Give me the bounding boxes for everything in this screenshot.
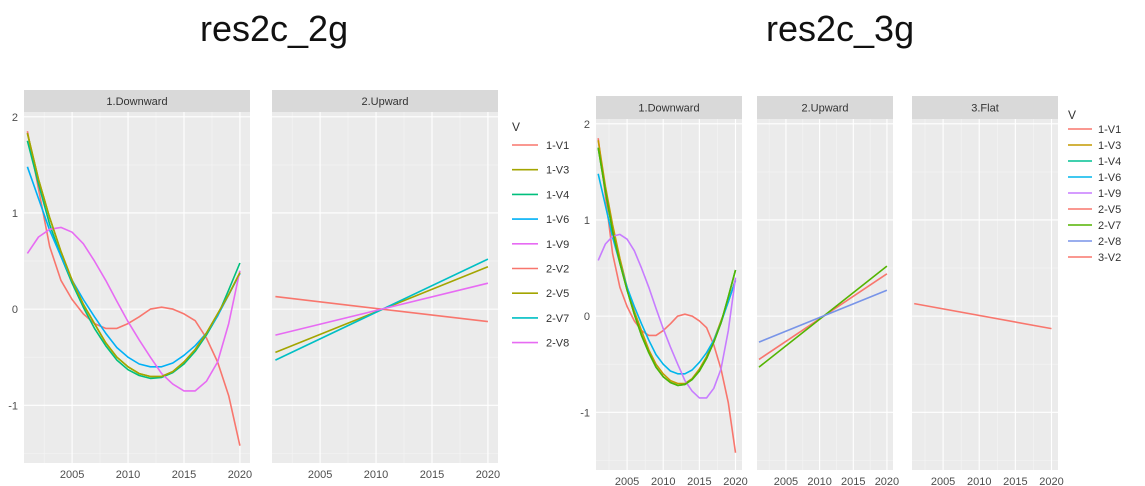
series-line-1-V9 xyxy=(26,226,241,392)
legend-label: 1-V1 xyxy=(1098,124,1121,136)
x-tick-label: 2005 xyxy=(615,476,639,486)
legend-label: 1-V4 xyxy=(546,189,569,201)
facet-strip xyxy=(272,90,498,112)
x-tick-label: 2015 xyxy=(172,469,196,481)
x-tick-label: 2005 xyxy=(774,476,798,486)
y-tick-label: 0 xyxy=(12,304,18,316)
y-tick-label: -1 xyxy=(8,400,18,412)
y-tick-label: -1 xyxy=(580,407,590,419)
facet-strip xyxy=(24,90,250,112)
y-tick-label: 0 xyxy=(584,311,590,323)
facet-panel: 3.Flat 2005 2010 2015 2020 xyxy=(912,96,1064,486)
x-tick-label: 2020 xyxy=(476,469,500,481)
chart-title-left: res2c_2g xyxy=(200,8,349,49)
x-tick-label: 2005 xyxy=(60,469,84,481)
legend-title: V xyxy=(512,120,520,134)
x-tick-label: 2020 xyxy=(228,469,252,481)
x-tick-label: 2010 xyxy=(364,469,388,481)
x-tick-label: 2015 xyxy=(687,476,711,486)
panel-background xyxy=(24,112,250,463)
legend-label: 2-V2 xyxy=(546,264,569,276)
legend-label: 3-V2 xyxy=(1098,252,1121,264)
legend-label: 1-V6 xyxy=(546,214,569,226)
legend-title: V xyxy=(1068,108,1076,122)
y-tick-label: 2 xyxy=(584,119,590,131)
facet-panel: 1.Downward 2005 2010 2015 2020 -1 0 1 2 xyxy=(8,90,252,481)
legend-label: 2-V5 xyxy=(1098,204,1121,216)
x-tick-label: 2010 xyxy=(651,476,675,486)
facet-strip xyxy=(596,96,742,119)
legend-label: 1-V9 xyxy=(1098,188,1121,200)
facet-panel: 2.Upward 2005 2010 2015 2020 xyxy=(272,90,500,481)
legend-label: 1-V9 xyxy=(546,239,569,251)
legend-label: 1-V3 xyxy=(1098,140,1121,152)
legend-label: 2-V7 xyxy=(546,313,569,325)
facet-strip-label: 2.Upward xyxy=(361,96,408,108)
facet-strip-label: 3.Flat xyxy=(971,103,999,115)
facet-panel: 1.Downward 2005 2010 2015 2020 -1 0 1 2 xyxy=(580,96,748,486)
legend-label: 2-V7 xyxy=(1098,220,1121,232)
legend: V 1-V1 1-V3 1-V4 1-V6 1-V9 2-V2 2-V5 2-V7 2-V8 xyxy=(512,120,569,350)
legend: V 1-V1 1-V3 1-V4 1-V6 1-V9 2-V5 2-V7 2-V8 3-V2 xyxy=(1068,108,1121,264)
legend-label: 1-V3 xyxy=(546,165,569,177)
x-tick-label: 2010 xyxy=(967,476,991,486)
facet-strip xyxy=(757,96,893,119)
series-line-3-V2 xyxy=(914,302,1052,330)
series-line-2-V7 xyxy=(597,147,737,387)
facet-panel: 2.Upward 2005 2010 2015 2020 xyxy=(757,96,899,486)
x-tick-label: 2010 xyxy=(116,469,140,481)
y-tick-label: 1 xyxy=(12,208,18,220)
x-tick-label: 2015 xyxy=(1003,476,1027,486)
x-tick-label: 2020 xyxy=(1039,476,1063,486)
x-tick-label: 2020 xyxy=(723,476,747,486)
series-line-2-V8 xyxy=(275,282,489,336)
x-tick-label: 2020 xyxy=(875,476,899,486)
facet-strip xyxy=(912,96,1058,119)
legend-label: 2-V8 xyxy=(1098,236,1121,248)
facet-strip-label: 1.Downward xyxy=(638,103,699,115)
series-line-2-V5 xyxy=(26,133,241,378)
panel-background xyxy=(272,112,498,463)
x-tick-label: 2005 xyxy=(308,469,332,481)
chart-title-right: res2c_3g xyxy=(766,8,915,49)
facet-strip-label: 1.Downward xyxy=(106,96,167,108)
series-line-1-V9 xyxy=(597,233,737,399)
facet-strip-label: 2.Upward xyxy=(801,103,848,115)
legend-label: 1-V4 xyxy=(1098,156,1121,168)
y-tick-label: 2 xyxy=(12,112,18,124)
x-tick-label: 2005 xyxy=(931,476,955,486)
legend-label: 1-V1 xyxy=(546,140,569,152)
legend-label: 2-V5 xyxy=(546,288,569,300)
x-tick-label: 2010 xyxy=(807,476,831,486)
x-tick-label: 2015 xyxy=(420,469,444,481)
y-tick-label: 1 xyxy=(584,215,590,227)
x-tick-label: 2015 xyxy=(841,476,865,486)
legend-label: 2-V8 xyxy=(546,338,569,350)
legend-label: 1-V6 xyxy=(1098,172,1121,184)
series-line-2-V8 xyxy=(758,289,888,343)
